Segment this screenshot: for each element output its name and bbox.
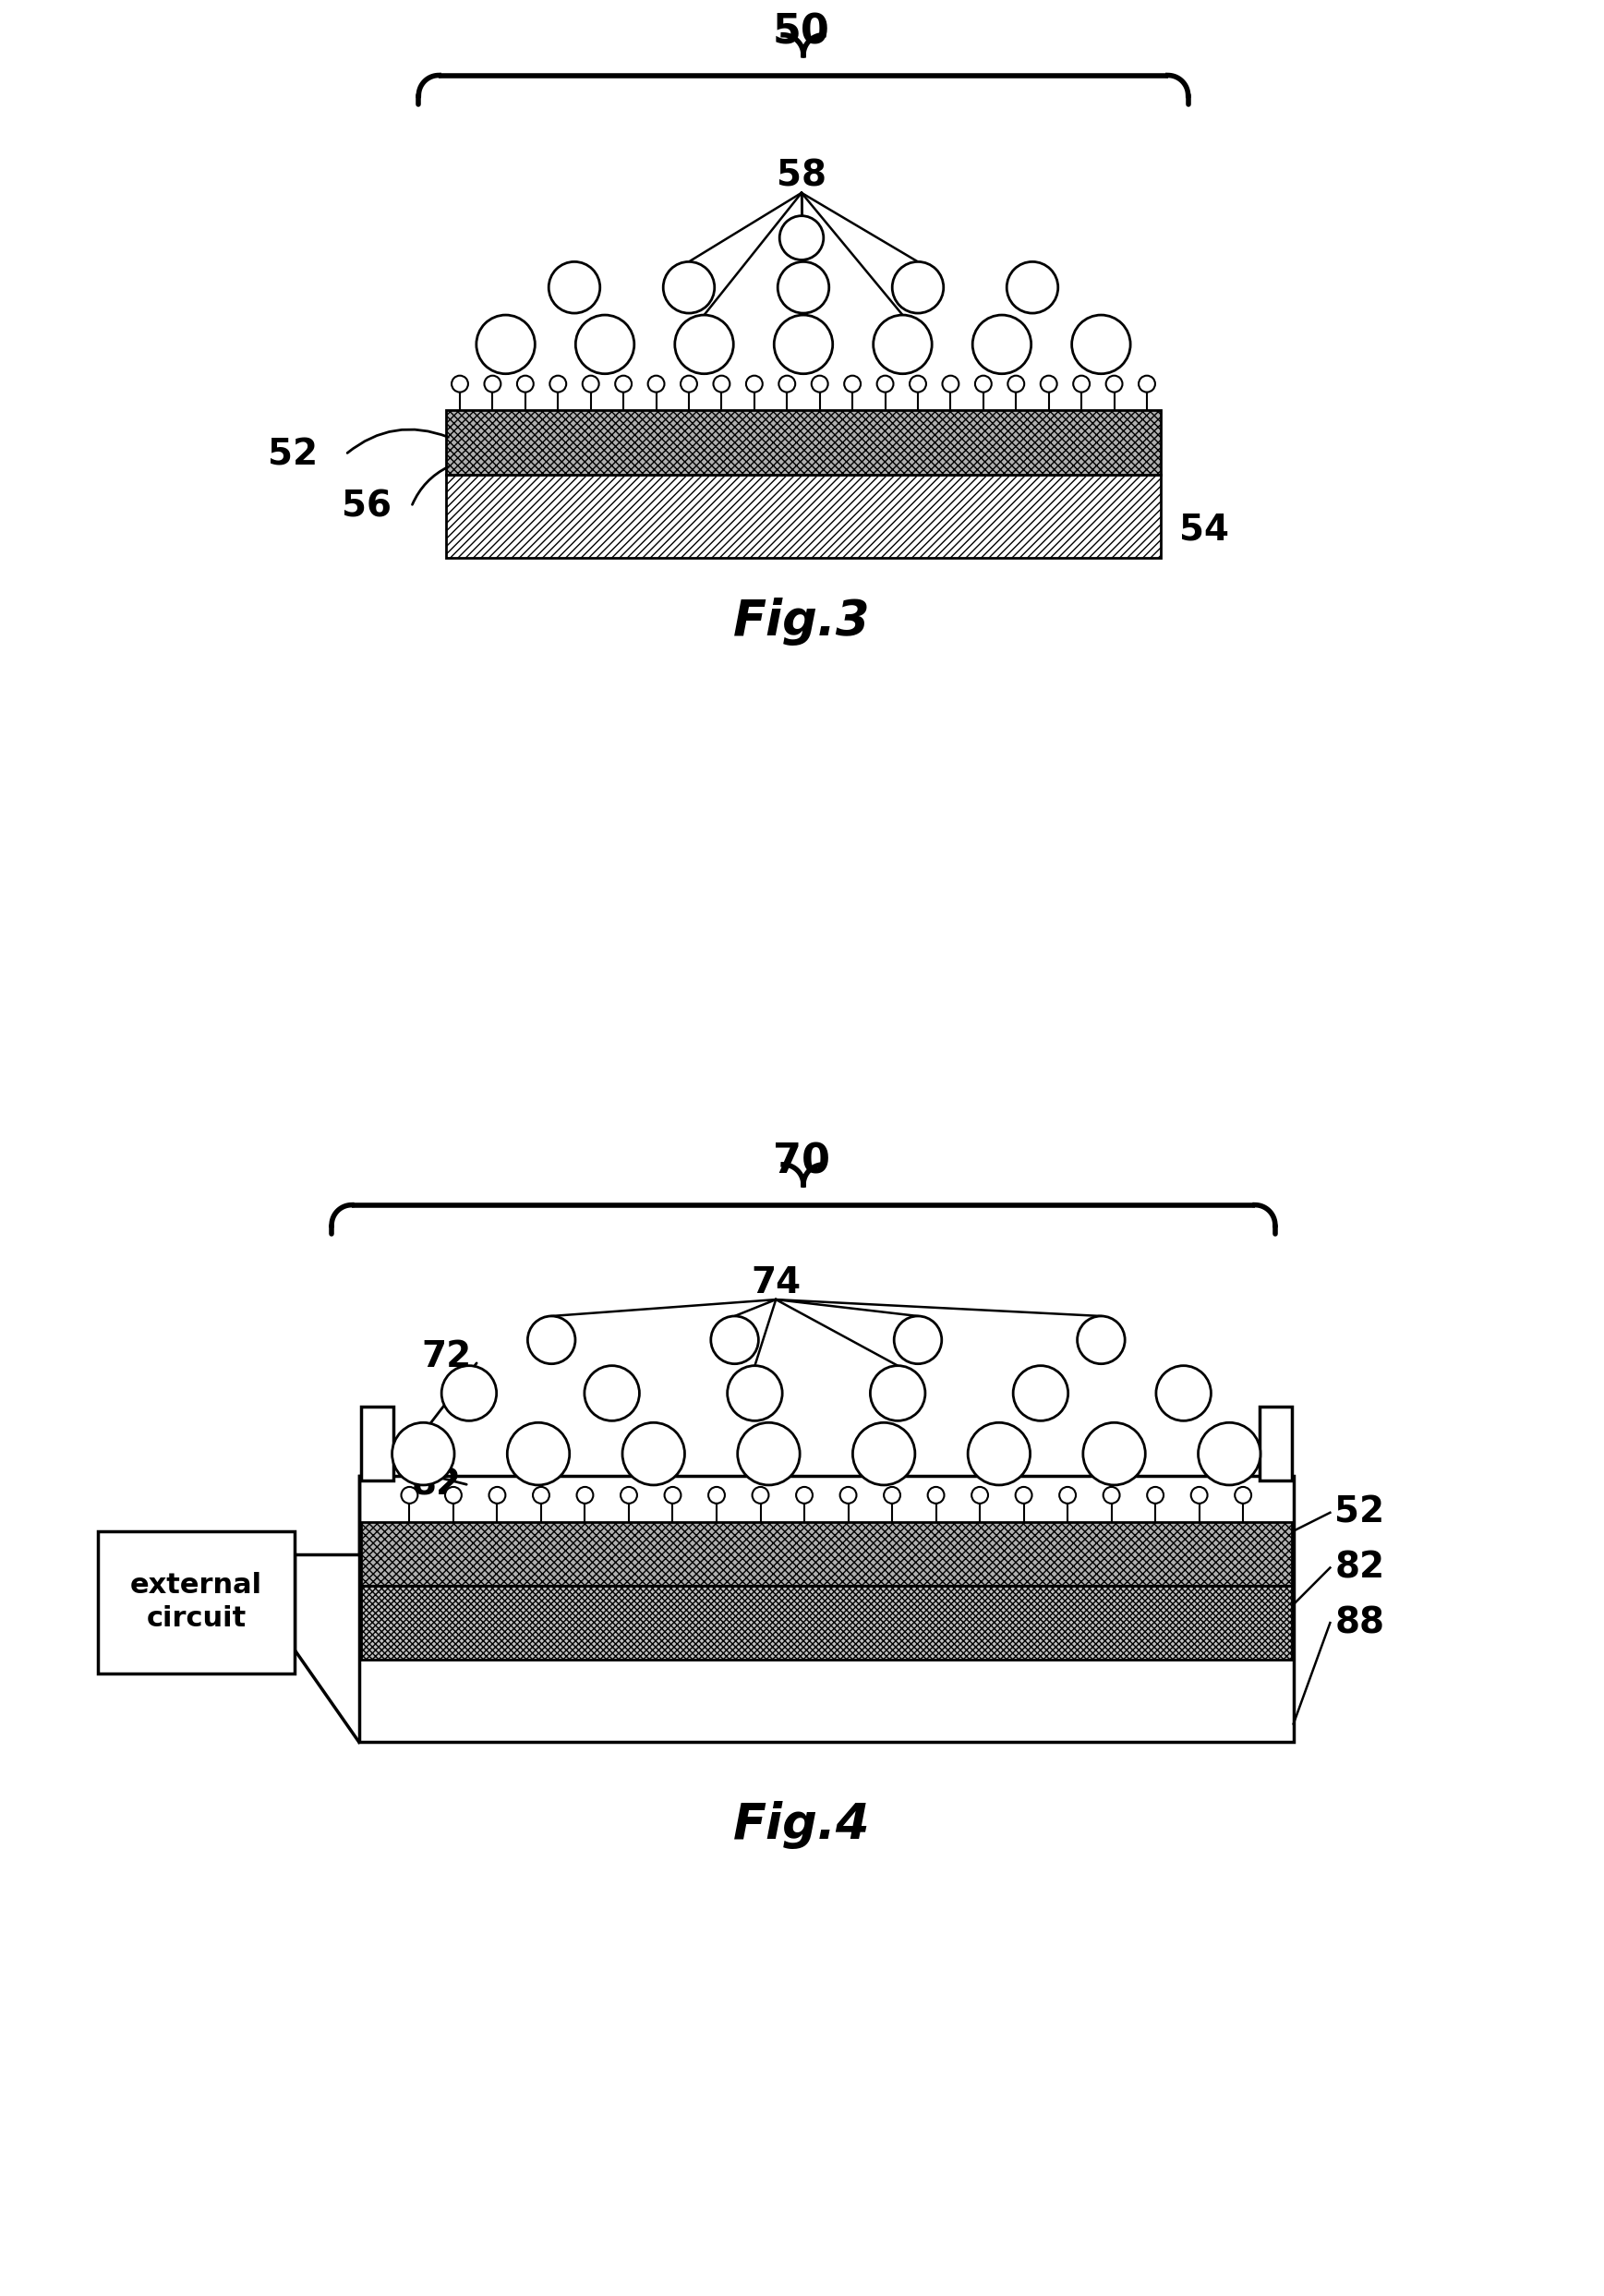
Circle shape bbox=[844, 377, 861, 393]
Bar bbox=[98, 1531, 295, 1674]
Circle shape bbox=[975, 377, 991, 393]
Bar bbox=[361, 1587, 1291, 1660]
Circle shape bbox=[909, 377, 926, 393]
Circle shape bbox=[528, 1316, 576, 1364]
Circle shape bbox=[1015, 1488, 1031, 1504]
Circle shape bbox=[1104, 1488, 1120, 1504]
Circle shape bbox=[680, 377, 698, 393]
Circle shape bbox=[533, 1488, 549, 1504]
Text: circuit: circuit bbox=[146, 1605, 247, 1632]
Circle shape bbox=[1059, 1488, 1076, 1504]
Circle shape bbox=[775, 315, 832, 374]
Circle shape bbox=[714, 377, 730, 393]
Circle shape bbox=[582, 377, 598, 393]
Circle shape bbox=[943, 377, 959, 393]
Circle shape bbox=[1073, 377, 1089, 393]
Circle shape bbox=[1190, 1488, 1208, 1504]
Circle shape bbox=[1071, 315, 1131, 374]
Circle shape bbox=[780, 377, 796, 393]
Circle shape bbox=[391, 1424, 454, 1486]
Circle shape bbox=[621, 1488, 637, 1504]
Circle shape bbox=[778, 262, 829, 312]
Circle shape bbox=[972, 1488, 988, 1504]
Circle shape bbox=[489, 1488, 505, 1504]
Circle shape bbox=[550, 377, 566, 393]
Text: Fig.4: Fig.4 bbox=[733, 1800, 869, 1848]
Bar bbox=[361, 1522, 1291, 1587]
Circle shape bbox=[877, 377, 893, 393]
Circle shape bbox=[616, 377, 632, 393]
Bar bbox=[446, 411, 1161, 475]
Circle shape bbox=[648, 377, 664, 393]
Circle shape bbox=[1041, 377, 1057, 393]
Text: 52: 52 bbox=[268, 436, 318, 473]
Circle shape bbox=[871, 1366, 926, 1421]
Circle shape bbox=[452, 377, 468, 393]
Text: 82: 82 bbox=[412, 1467, 462, 1502]
Circle shape bbox=[622, 1424, 685, 1486]
Circle shape bbox=[796, 1488, 813, 1504]
Text: 74: 74 bbox=[751, 1265, 800, 1300]
Text: 56: 56 bbox=[342, 489, 391, 523]
Circle shape bbox=[662, 262, 714, 312]
Circle shape bbox=[780, 216, 823, 259]
Circle shape bbox=[1105, 377, 1123, 393]
Circle shape bbox=[884, 1488, 900, 1504]
Circle shape bbox=[584, 1366, 640, 1421]
Circle shape bbox=[893, 1316, 942, 1364]
Text: external: external bbox=[130, 1573, 263, 1598]
Circle shape bbox=[711, 1316, 759, 1364]
Circle shape bbox=[664, 1488, 682, 1504]
Circle shape bbox=[840, 1488, 857, 1504]
Circle shape bbox=[516, 377, 534, 393]
Circle shape bbox=[967, 1424, 1030, 1486]
Circle shape bbox=[441, 1366, 497, 1421]
Bar bbox=[359, 1476, 1293, 1743]
Circle shape bbox=[507, 1424, 569, 1486]
Circle shape bbox=[1083, 1424, 1145, 1486]
Circle shape bbox=[1198, 1424, 1261, 1486]
Circle shape bbox=[738, 1424, 800, 1486]
Circle shape bbox=[853, 1424, 914, 1486]
Text: 72: 72 bbox=[422, 1339, 472, 1373]
Text: 52: 52 bbox=[1335, 1495, 1384, 1529]
Circle shape bbox=[1078, 1316, 1124, 1364]
Circle shape bbox=[675, 315, 733, 374]
Circle shape bbox=[1156, 1366, 1211, 1421]
Circle shape bbox=[1139, 377, 1155, 393]
Circle shape bbox=[746, 377, 762, 393]
Text: 58: 58 bbox=[776, 158, 826, 193]
Text: 80: 80 bbox=[114, 1577, 164, 1612]
Text: 82: 82 bbox=[1335, 1550, 1384, 1584]
Circle shape bbox=[401, 1488, 417, 1504]
Circle shape bbox=[484, 377, 500, 393]
Circle shape bbox=[577, 1488, 593, 1504]
Circle shape bbox=[752, 1488, 768, 1504]
Circle shape bbox=[549, 262, 600, 312]
Bar bbox=[361, 1407, 393, 1481]
Circle shape bbox=[709, 1488, 725, 1504]
Circle shape bbox=[727, 1366, 783, 1421]
Circle shape bbox=[1147, 1488, 1163, 1504]
Circle shape bbox=[444, 1488, 462, 1504]
Text: 54: 54 bbox=[1179, 512, 1229, 546]
Circle shape bbox=[476, 315, 536, 374]
Circle shape bbox=[892, 262, 943, 312]
Text: 88: 88 bbox=[1335, 1605, 1384, 1639]
Text: Fig.3: Fig.3 bbox=[733, 597, 869, 645]
Circle shape bbox=[1007, 377, 1025, 393]
Circle shape bbox=[1235, 1488, 1251, 1504]
Circle shape bbox=[576, 315, 634, 374]
Text: 70: 70 bbox=[773, 1141, 831, 1182]
Bar bbox=[446, 475, 1161, 558]
Circle shape bbox=[927, 1488, 945, 1504]
Circle shape bbox=[972, 315, 1031, 374]
Bar bbox=[1259, 1407, 1291, 1481]
Circle shape bbox=[1007, 262, 1059, 312]
Text: 50: 50 bbox=[773, 11, 831, 53]
Circle shape bbox=[873, 315, 932, 374]
Circle shape bbox=[1014, 1366, 1068, 1421]
Circle shape bbox=[812, 377, 828, 393]
